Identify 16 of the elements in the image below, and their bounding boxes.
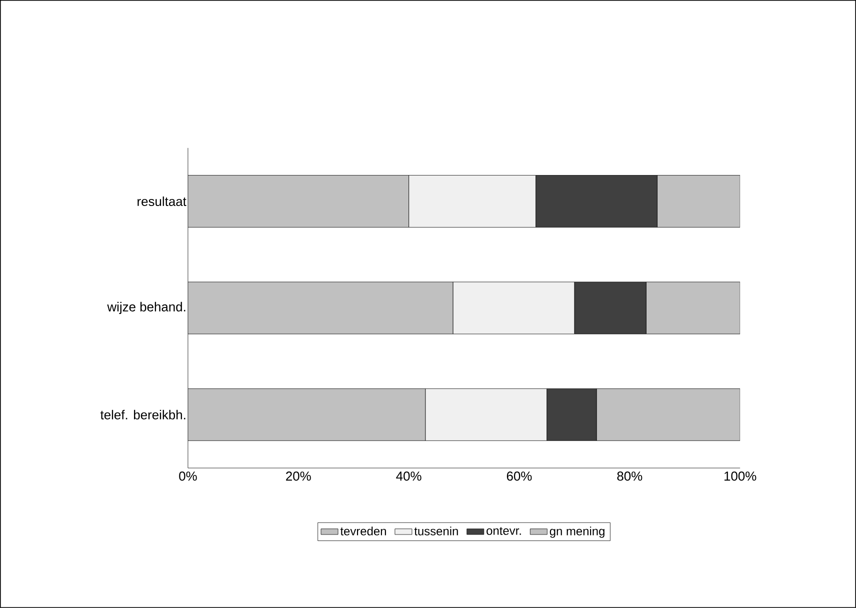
legend-label: ontevr.	[486, 527, 521, 535]
y-tick-label: wijze behand.	[107, 302, 186, 314]
legend-label: gn mening	[550, 526, 604, 538]
legend-label: tussenin	[414, 526, 458, 536]
y-tick-label: resultaat	[138, 196, 186, 206]
bar	[188, 388, 426, 441]
bar	[188, 175, 409, 228]
x-tick-label: 60%	[506, 472, 532, 481]
x-tick-label: 20%	[286, 472, 311, 481]
x-tick-label: 0%	[179, 472, 197, 481]
x-tick-label: 40%	[396, 472, 422, 481]
legend-label: tevreden	[340, 526, 386, 536]
bar	[188, 282, 454, 334]
x-tick-label: 100%	[724, 472, 756, 481]
x-tick-label: 80%	[617, 472, 642, 481]
y-tick-label: telef. bereikbh.	[100, 410, 186, 420]
